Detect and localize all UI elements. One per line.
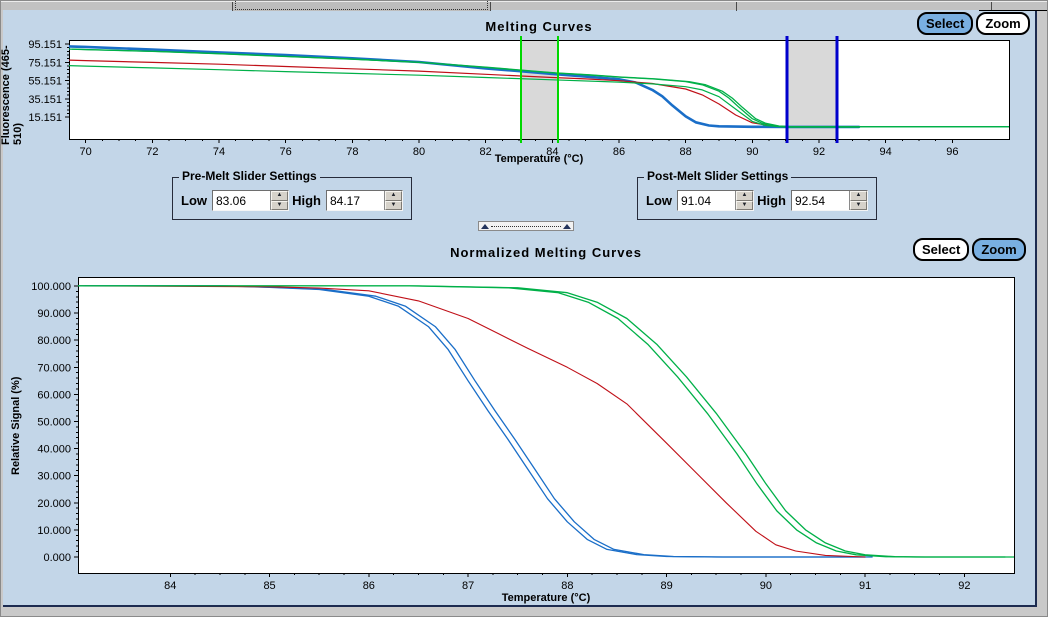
post-melt-high-up-arrow-icon[interactable]: ▲ — [850, 191, 867, 201]
normalized-melting-curves-title: Normalized Melting Curves — [450, 245, 642, 260]
svg-text:84: 84 — [546, 146, 558, 158]
tab-fragment[interactable] — [232, 1, 491, 11]
svg-text:96: 96 — [946, 146, 958, 158]
svg-text:15.151: 15.151 — [28, 112, 62, 124]
splitter-up-arrow-icon — [481, 223, 489, 229]
melting-y-axis-label: Fluorescence (465-510) — [0, 45, 24, 145]
post-melt-high-down-arrow-icon[interactable]: ▼ — [850, 200, 867, 210]
svg-text:100.000: 100.000 — [31, 281, 71, 293]
svg-text:88: 88 — [680, 146, 692, 158]
pre-melt-group-title: Pre-Melt Slider Settings — [179, 169, 320, 183]
pre-melt-high-label: High — [292, 193, 321, 208]
svg-text:0.000: 0.000 — [43, 552, 71, 564]
svg-text:85: 85 — [263, 580, 275, 592]
pre-melt-high-spinbox: ▲ ▼ — [326, 190, 403, 211]
svg-text:80: 80 — [413, 146, 425, 158]
svg-text:70: 70 — [80, 146, 92, 158]
svg-text:10.000: 10.000 — [37, 525, 71, 537]
svg-text:91: 91 — [859, 580, 871, 592]
pre-melt-high-input[interactable] — [327, 191, 384, 210]
splitter-dotted-track — [491, 225, 561, 227]
normalized-select-button[interactable]: Select — [913, 238, 970, 261]
top-pane-edge — [1, 1, 1047, 11]
post-melt-high-label: High — [757, 193, 786, 208]
svg-text:35.151: 35.151 — [28, 94, 62, 106]
svg-text:86: 86 — [613, 146, 625, 158]
svg-text:84: 84 — [164, 580, 176, 592]
svg-text:76: 76 — [280, 146, 292, 158]
melting-select-button[interactable]: Select — [917, 12, 974, 35]
pane-edge-line — [979, 10, 1047, 11]
normalized-x-axis-label: Temperature (°C) — [501, 592, 591, 604]
svg-text:94: 94 — [880, 146, 892, 158]
melting-plot-area[interactable] — [69, 40, 1009, 139]
svg-text:87: 87 — [462, 580, 474, 592]
post-melt-low-down-arrow-icon[interactable]: ▼ — [736, 200, 753, 210]
melting-curves-title: Melting Curves — [485, 19, 593, 34]
svg-text:92: 92 — [813, 146, 825, 158]
svg-text:78: 78 — [346, 146, 358, 158]
svg-text:89: 89 — [660, 580, 672, 592]
svg-text:90: 90 — [760, 580, 772, 592]
svg-text:82: 82 — [480, 146, 492, 158]
tab-focus-outline — [235, 1, 488, 10]
svg-text:60.000: 60.000 — [37, 389, 71, 401]
post-melt-high-input[interactable] — [792, 191, 849, 210]
pre-melt-low-input[interactable] — [213, 191, 270, 210]
pre-melt-low-label: Low — [181, 193, 207, 208]
melting-x-axis-label: Temperature (°C) — [494, 153, 584, 165]
svg-text:88: 88 — [561, 580, 573, 592]
svg-text:70.000: 70.000 — [37, 362, 71, 374]
splitter-up-arrow-icon — [563, 223, 571, 229]
pane-separator — [736, 2, 737, 11]
svg-text:75.151: 75.151 — [28, 57, 62, 69]
melting-zoom-button[interactable]: Zoom — [976, 12, 1030, 35]
svg-text:40.000: 40.000 — [37, 444, 71, 456]
svg-text:92: 92 — [958, 580, 970, 592]
svg-text:80.000: 80.000 — [37, 335, 71, 347]
pre-melt-high-up-arrow-icon[interactable]: ▲ — [385, 191, 402, 201]
pane-separator — [991, 2, 992, 11]
svg-text:86: 86 — [363, 580, 375, 592]
post-melt-low-up-arrow-icon[interactable]: ▲ — [736, 191, 753, 201]
svg-text:30.000: 30.000 — [37, 471, 71, 483]
pre-melt-low-spinbox: ▲ ▼ — [212, 190, 289, 211]
svg-text:95.151: 95.151 — [28, 39, 62, 51]
svg-text:74: 74 — [213, 146, 225, 158]
svg-text:50.000: 50.000 — [37, 416, 71, 428]
svg-text:20.000: 20.000 — [37, 498, 71, 510]
svg-text:90: 90 — [746, 146, 758, 158]
pre-melt-high-down-arrow-icon[interactable]: ▼ — [385, 200, 402, 210]
post-melt-slider-settings-group: Post-Melt Slider Settings Low ▲ ▼ High ▲… — [637, 169, 877, 220]
post-melt-low-input[interactable] — [678, 191, 735, 210]
pre-melt-low-down-arrow-icon[interactable]: ▼ — [271, 200, 288, 210]
post-melt-high-spinbox: ▲ ▼ — [791, 190, 868, 211]
svg-text:72: 72 — [146, 146, 158, 158]
normalized-y-axis-label: Relative Signal (%) — [10, 376, 22, 476]
post-melt-low-spinbox: ▲ ▼ — [677, 190, 754, 211]
pane-splitter-handle[interactable] — [478, 221, 574, 231]
normalized-plot-area[interactable] — [78, 277, 1014, 573]
post-melt-low-label: Low — [646, 193, 672, 208]
svg-text:90.000: 90.000 — [37, 308, 71, 320]
svg-text:55.151: 55.151 — [28, 76, 62, 88]
post-melt-group-title: Post-Melt Slider Settings — [644, 169, 792, 183]
normalized-zoom-button[interactable]: Zoom — [972, 238, 1026, 261]
pre-melt-slider-settings-group: Pre-Melt Slider Settings Low ▲ ▼ High ▲ … — [172, 169, 412, 220]
pre-melt-low-up-arrow-icon[interactable]: ▲ — [271, 191, 288, 201]
